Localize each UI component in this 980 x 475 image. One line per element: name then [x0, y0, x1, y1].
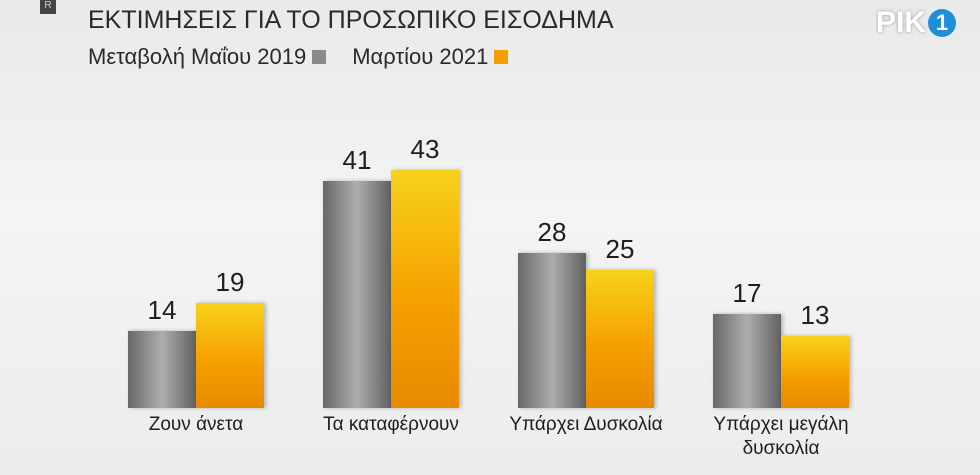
value-label: 25: [605, 233, 635, 264]
category-label: Τα καταφέρνουν: [323, 414, 459, 435]
category-label: Ζουν άνετα: [148, 414, 244, 435]
legend-swatch: [312, 50, 327, 64]
category-label: Υπάρχει μεγάλη δυσκολία: [713, 414, 849, 459]
bar: [518, 253, 586, 408]
bar: [781, 336, 849, 408]
logo-text: ΡΙΚ: [875, 6, 926, 39]
bar: [128, 330, 196, 408]
category-label: Υπάρχει Δυσκολία: [509, 414, 663, 435]
value-label: 28: [537, 217, 567, 248]
corner-badge: R: [40, 0, 56, 14]
value-label: 14: [147, 294, 177, 325]
legend: Μεταβολή Μαΐου 2019 Μαρτίου 2021: [88, 44, 534, 70]
bar: [713, 313, 781, 408]
chart-title: ΕΚΤΙΜΗΣΕΙΣ ΓΙΑ ΤΟ ΠΡΟΣΩΠΙΚΟ ΕΙΣΟΔΗΜΑ: [88, 6, 614, 34]
value-label: 43: [410, 134, 440, 164]
value-label: 41: [342, 145, 372, 176]
legend-label: Μαΐου 2019: [190, 44, 307, 69]
bar: [323, 181, 391, 408]
logo-number: 1: [928, 9, 956, 37]
value-label: 17: [732, 277, 762, 308]
bar: [196, 302, 264, 408]
value-label: 13: [800, 300, 830, 331]
subtitle: Μεταβολή: [88, 44, 185, 69]
bar: [391, 170, 459, 408]
bar: [586, 269, 654, 408]
value-label: 19: [215, 266, 245, 297]
legend-label: Μαρτίου 2021: [352, 44, 489, 69]
legend-swatch: [494, 50, 509, 64]
logo: ΡΙΚ 1: [876, 6, 956, 40]
